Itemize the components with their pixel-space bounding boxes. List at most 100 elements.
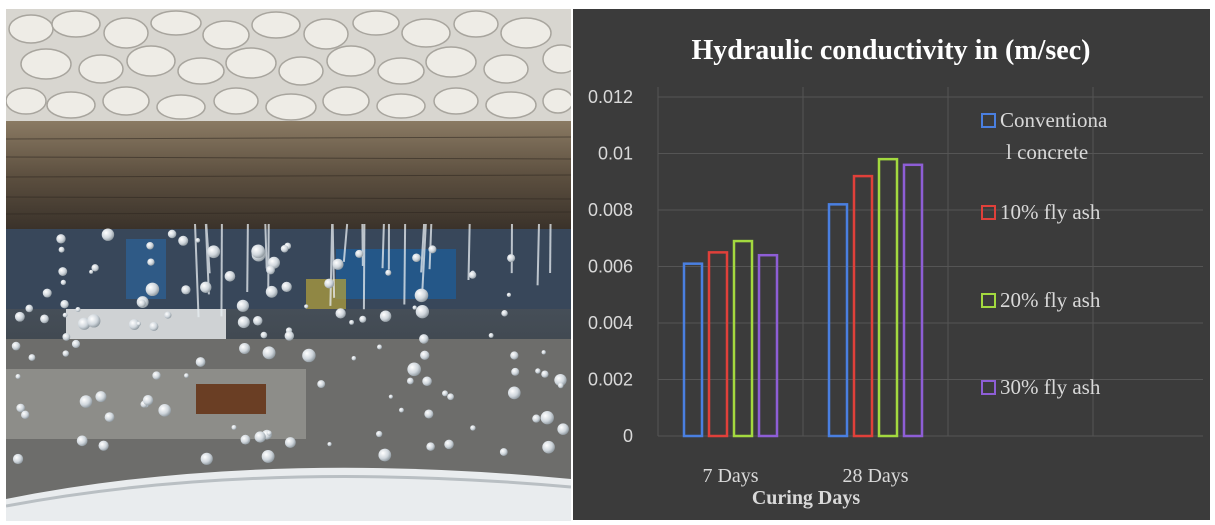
water-droplet: [266, 265, 275, 275]
water-droplet: [355, 249, 364, 258]
water-droplet: [231, 424, 237, 430]
water-droplet: [60, 300, 69, 309]
water-droplet: [557, 423, 569, 435]
legend-label: 30% fly ash: [1000, 375, 1101, 399]
water-droplet: [40, 314, 49, 324]
water-droplet: [60, 279, 67, 286]
y-tick-label: 0.01: [598, 144, 633, 164]
water-droplet: [25, 304, 34, 313]
water-droplet: [62, 312, 68, 318]
water-droplet: [87, 314, 101, 328]
water-droplet: [557, 382, 564, 389]
water-droplet: [284, 331, 295, 341]
water-stream: [264, 223, 268, 269]
water-stream: [381, 223, 385, 269]
x-axis-categories: 7 Days 28 Days: [702, 465, 908, 487]
water-droplet: [335, 308, 346, 319]
bar: [732, 239, 754, 438]
water-droplet: [499, 448, 508, 456]
water-stream: [246, 223, 249, 293]
bar: [902, 163, 924, 438]
water-droplet: [146, 241, 154, 250]
water-droplet: [149, 321, 159, 332]
water-droplet: [78, 317, 91, 330]
water-stream: [421, 223, 427, 289]
water-droplet: [42, 288, 52, 298]
water-droplet: [376, 430, 383, 438]
y-axis-ticks: 0 0.002 0.004 0.006 0.008 0.01 0.012: [588, 87, 633, 446]
water-droplet: [442, 390, 449, 397]
water-stream: [329, 223, 334, 306]
water-droplet: [200, 452, 213, 465]
water-droplet: [262, 346, 276, 360]
water-droplet: [542, 440, 555, 454]
water-droplet: [167, 229, 177, 239]
water-droplet: [181, 285, 191, 295]
water-droplet: [532, 414, 541, 423]
water-stream: [342, 223, 349, 262]
water-droplet: [327, 442, 332, 447]
water-droplet: [195, 357, 206, 367]
chart-panel: Hydraulic conductivity in (m/sec) 0 0.002…: [573, 9, 1210, 520]
water-droplet: [62, 350, 69, 357]
water-droplet: [540, 411, 554, 425]
water-droplet: [265, 285, 278, 298]
water-droplet: [378, 448, 392, 462]
legend-label: l concrete: [1006, 140, 1088, 164]
water-droplet: [349, 319, 355, 325]
water-droplet: [239, 342, 251, 354]
water-droplet: [407, 362, 421, 377]
water-droplet: [21, 410, 30, 419]
water-stream: [420, 223, 426, 273]
legend-swatch: [981, 380, 996, 395]
y-tick-label: 0.002: [588, 370, 633, 390]
water-droplet: [251, 244, 266, 259]
water-droplet: [240, 434, 251, 445]
water-droplet: [58, 267, 68, 276]
water-dripping-through-concrete-image: [6, 9, 571, 521]
water-droplet: [142, 394, 154, 406]
legend-label: 20% fly ash: [1000, 288, 1101, 312]
water-droplet: [415, 305, 430, 319]
water-droplet: [12, 453, 24, 465]
water-droplet: [414, 288, 429, 303]
water-droplet: [420, 350, 430, 360]
water-droplet: [195, 238, 201, 243]
water-droplet: [332, 258, 344, 270]
water-droplet: [507, 386, 521, 400]
water-droplet: [280, 244, 289, 253]
water-droplet: [89, 269, 94, 274]
water-droplet: [200, 281, 212, 293]
water-droplet: [302, 348, 316, 363]
chart-title: Hydraulic conductivity in (m/sec): [692, 35, 1091, 66]
water-droplet: [178, 235, 189, 246]
water-droplet: [147, 258, 155, 266]
legend-swatch: [981, 293, 996, 308]
y-tick-label: 0.008: [588, 200, 633, 220]
water-droplet: [488, 333, 494, 338]
water-droplet: [535, 368, 541, 374]
water-droplet: [266, 430, 272, 436]
water-droplet: [71, 339, 81, 349]
water-droplet: [406, 377, 414, 385]
permeability-test-photo: [6, 9, 571, 521]
x-category-label: 7 Days: [702, 465, 758, 487]
bar: [852, 174, 874, 438]
water-droplet: [101, 228, 115, 241]
water-droplet: [260, 331, 268, 339]
water-droplet: [28, 354, 36, 361]
water-droplet: [98, 440, 109, 451]
water-stream: [331, 223, 336, 298]
legend-swatch: [981, 113, 996, 128]
y-tick-label: 0.012: [588, 87, 633, 107]
water-droplet: [359, 315, 367, 323]
water-droplet: [56, 234, 66, 244]
water-droplet: [385, 269, 392, 276]
water-droplet: [62, 332, 71, 341]
water-droplet: [152, 371, 161, 380]
water-droplet: [236, 299, 249, 312]
water-droplet: [58, 246, 65, 253]
y-tick-label: 0.004: [588, 313, 633, 333]
water-droplet: [75, 306, 81, 312]
water-droplet: [424, 409, 434, 419]
